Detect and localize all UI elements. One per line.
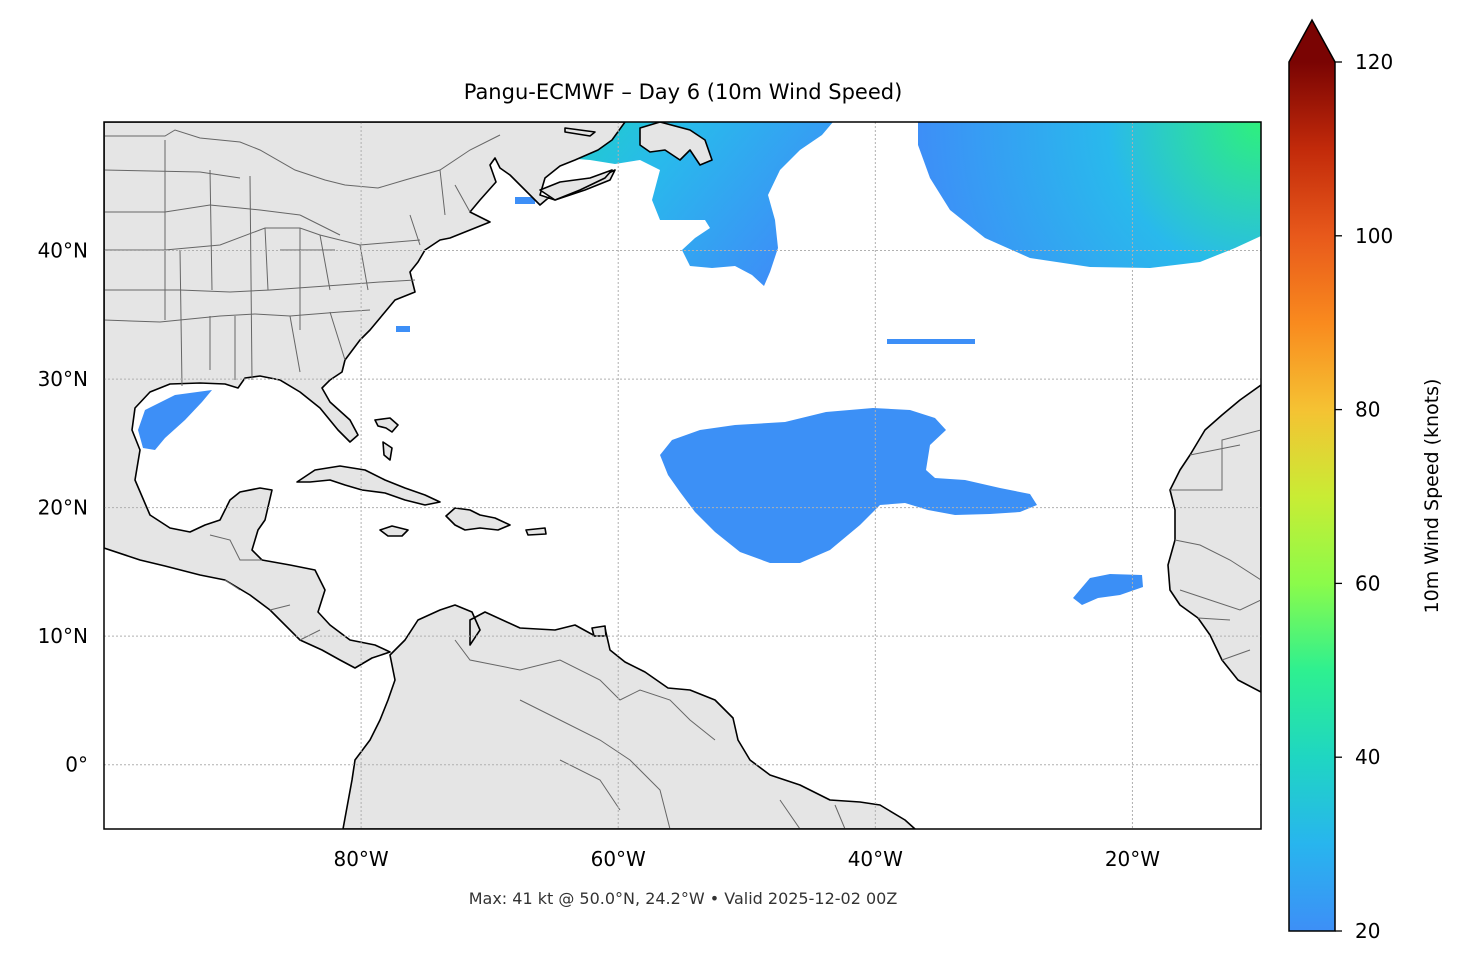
wind-speck [515,197,535,204]
hispaniola-island [445,507,511,531]
colorbar-tick-label: 60 [1355,571,1380,595]
lon-tick-label: 60°W [591,847,646,871]
anticosti-island [564,127,596,137]
country-border [454,639,846,829]
longitude-axis: 80°W 60°W 40°W 20°W [333,847,1160,871]
jamaica-island [379,525,409,537]
map-panel [104,122,1261,829]
africa-land [1167,384,1261,693]
wind-region-gulf-of-mexico [138,390,212,450]
wind-speed-field [138,122,1261,605]
south-america-land [342,604,916,829]
lat-tick-label: 30°N [38,367,88,391]
colorbar-extend-arrow [1289,20,1335,62]
colorbar-outline [1288,18,1336,932]
wind-region-newfoundland [505,122,833,286]
wind-region-thin-streak [887,339,975,344]
lon-tick-label: 20°W [1105,847,1160,871]
state-border [104,279,416,323]
bahamas-island [382,441,393,461]
nova-scotia-land [539,169,613,201]
admin-borders [104,129,1261,829]
state-border [164,140,301,387]
lon-tick-label: 40°W [848,847,903,871]
footer-max-info: Max: 41 kt @ 50.0°N, 24.2°W • Valid 2025… [469,889,898,908]
state-border [104,169,421,251]
wind-region-central-atlantic [660,408,1037,563]
country-border [1170,429,1261,661]
wind-speck [396,326,410,332]
chart-title: Pangu-ECMWF – Day 6 (10m Wind Speed) [464,80,903,104]
lon-tick-label: 80°W [333,847,388,871]
colorbar: 20 40 60 80 100 120 10m Wind Speed (knots) [1288,18,1443,943]
lat-tick-label: 10°N [38,624,88,648]
lat-tick-label: 20°N [38,496,88,520]
puerto-rico-island [525,527,547,536]
us-canada-border [104,129,501,189]
lat-tick-label: 40°N [38,239,88,263]
bahamas-island [374,417,399,433]
gridlines [104,122,1261,829]
colorbar-tick-label: 100 [1355,224,1393,248]
colorbar-tick-label: 20 [1355,919,1380,943]
colorbar-gradient [1289,62,1335,931]
map-frame [103,121,1262,830]
colorbar-tick-label: 120 [1355,50,1393,74]
wind-region-east-atlantic-streak [1073,574,1143,605]
trinidad-island [591,625,607,637]
colorbar-ticks: 20 40 60 80 100 120 [1335,50,1393,943]
land-masses [104,122,1261,829]
wind-region-northeast [918,122,1261,268]
colorbar-label: 10m Wind Speed (knots) [1421,379,1443,614]
latitude-axis: 40°N 30°N 20°N 10°N 0° [38,239,88,777]
lat-tick-label: 0° [65,753,88,777]
state-border [280,169,471,373]
north-america-land [104,122,626,669]
country-border [209,534,321,641]
cuba-island [296,465,441,506]
newfoundland-island [639,122,713,166]
colorbar-tick-label: 40 [1355,745,1380,769]
colorbar-tick-label: 80 [1355,398,1380,422]
